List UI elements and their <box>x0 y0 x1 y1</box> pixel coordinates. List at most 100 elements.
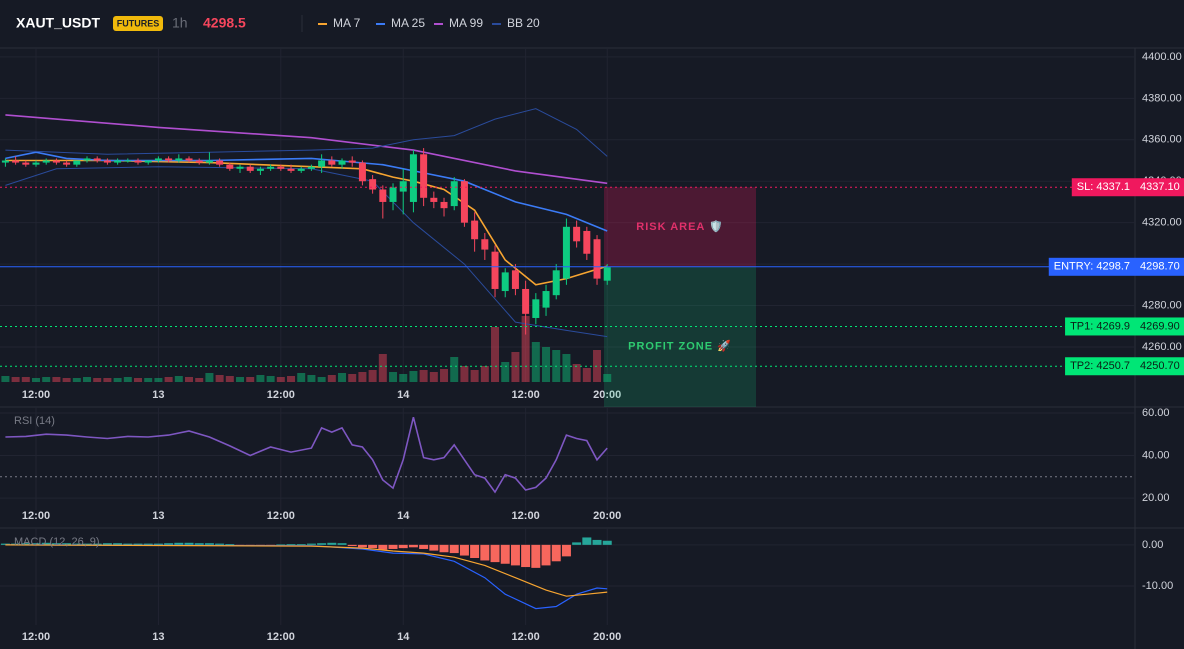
candle-body <box>124 160 132 162</box>
volume-bar <box>185 377 194 382</box>
histogram-bar <box>194 543 204 545</box>
level-tag-bg <box>1071 178 1135 197</box>
volume-bar <box>21 377 30 382</box>
volume-bar <box>562 354 571 382</box>
price-tag-bg <box>1135 317 1184 336</box>
candle-body <box>63 162 71 165</box>
x-tick-label: 20:00 <box>593 631 621 643</box>
volume-bar <box>460 366 469 382</box>
candle-body <box>165 158 173 161</box>
macd-line <box>5 544 608 597</box>
histogram-bar <box>510 544 520 566</box>
profit-label: PROFIT ZONE 🚀 <box>628 339 732 352</box>
y-tick-label: 40.00 <box>1142 449 1170 461</box>
candle-body <box>522 288 530 314</box>
candle-body <box>32 162 40 165</box>
candle-body <box>277 166 285 169</box>
volume-bar <box>542 347 551 382</box>
candle-body <box>236 166 244 169</box>
legend-label: MA 7 <box>333 16 361 30</box>
histogram-bar <box>531 544 541 568</box>
candle-body <box>73 160 81 165</box>
histogram-bar <box>317 543 327 545</box>
volume-bar <box>236 377 245 382</box>
legend-label: MA 99 <box>449 16 483 30</box>
last-price: 4298.5 <box>203 15 246 31</box>
volume-bar <box>225 376 234 382</box>
volume-bar <box>338 373 347 382</box>
volume-bar <box>276 377 285 382</box>
volume-bar <box>52 377 61 382</box>
histogram-bar <box>561 544 571 557</box>
candle-body <box>175 158 183 161</box>
x-tick-label: 20:00 <box>593 510 621 522</box>
indicator-line <box>5 108 608 157</box>
candle-body <box>389 187 397 202</box>
volume-bar <box>72 378 81 382</box>
x-tick-label: 20:00 <box>593 389 621 401</box>
price-tag: 4337.10 <box>1140 181 1180 193</box>
candle-body <box>267 166 275 169</box>
candle-body <box>450 181 458 207</box>
histogram-bar <box>31 543 41 545</box>
y-tick-label: -10.00 <box>1142 580 1173 592</box>
histogram-bar <box>490 544 500 563</box>
candle-body <box>42 160 50 163</box>
volume-bar <box>93 378 102 382</box>
level-tag-bg <box>1065 317 1135 336</box>
candle-body <box>511 270 519 289</box>
legend-label: BB 20 <box>507 16 540 30</box>
candle-body <box>216 160 224 165</box>
candle-body <box>348 160 356 163</box>
volume-bar <box>491 327 500 382</box>
candle-body <box>430 197 438 202</box>
candle-body <box>195 160 203 163</box>
candle-body <box>440 201 448 209</box>
histogram-bar <box>51 543 61 545</box>
histogram-bar <box>184 542 194 545</box>
histogram-bar <box>0 543 10 545</box>
indicator-line <box>5 114 608 185</box>
candle-body <box>1 160 9 163</box>
y-tick-label: 4260.00 <box>1142 341 1182 353</box>
histogram-bar <box>174 542 184 545</box>
volume-bar <box>246 377 255 382</box>
histogram-bar <box>327 542 337 545</box>
candle-body <box>22 162 30 165</box>
histogram-bar <box>500 544 510 564</box>
histogram-bar <box>215 543 225 545</box>
histogram-bar <box>388 544 398 549</box>
histogram-bar <box>11 543 21 545</box>
indicator-line <box>5 151 608 232</box>
candle-body <box>114 160 122 163</box>
histogram-bar <box>521 544 531 568</box>
volume-bar <box>521 316 530 382</box>
candle-body <box>542 291 550 308</box>
risk-label: RISK AREA 🛡️ <box>636 220 723 233</box>
histogram-bar <box>480 544 490 561</box>
histogram-bar <box>541 544 551 566</box>
indicator-line <box>5 159 608 286</box>
volume-bar <box>205 373 214 382</box>
histogram-bar <box>276 544 286 546</box>
y-tick-label: 4380.00 <box>1142 92 1182 104</box>
rsi-line <box>5 417 608 494</box>
interval: 1h <box>172 15 188 31</box>
volume-bar <box>83 377 92 382</box>
x-tick-label: 12:00 <box>22 510 50 522</box>
candle-body <box>134 160 142 163</box>
volume-bar <box>62 378 71 382</box>
histogram-bar <box>429 544 439 551</box>
volume-bar <box>42 377 51 382</box>
y-tick-label: 0.00 <box>1142 539 1163 551</box>
volume-bar <box>174 376 183 382</box>
candle-body <box>532 299 540 318</box>
volume-bar <box>287 376 296 382</box>
histogram-bar <box>143 543 153 545</box>
candle-body <box>144 160 152 163</box>
candle-body <box>246 166 254 171</box>
volume-bar <box>429 372 438 382</box>
x-tick-label: 14 <box>397 510 410 522</box>
